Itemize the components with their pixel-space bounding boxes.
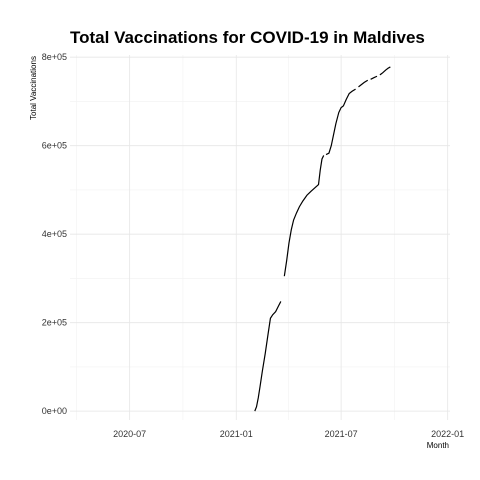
x-axis-ticks: 2020-07 2021-01 2021-07 2022-01: [113, 429, 464, 439]
series-line-segment: [325, 88, 356, 156]
x-tick-label: 2020-07: [113, 429, 146, 439]
y-tick-label: 4e+05: [42, 229, 67, 239]
y-axis-ticks: 0e+00 2e+05 4e+05 6e+05 8e+05: [42, 52, 67, 416]
x-tick-label: 2021-07: [325, 429, 358, 439]
minor-grid: [70, 55, 450, 420]
series-line-segment: [370, 75, 378, 80]
series-line-segment: [358, 79, 369, 88]
chart-title: Total Vaccinations for COVID-19 in Maldi…: [70, 28, 425, 47]
x-axis-label: Month: [427, 441, 449, 450]
series-line-segment: [283, 155, 325, 277]
y-tick-label: 0e+00: [42, 406, 67, 416]
y-tick-label: 2e+05: [42, 318, 67, 328]
series-line-segment: [254, 301, 282, 412]
major-grid: [70, 55, 450, 420]
series-line-segment: [379, 66, 391, 76]
series-group: [254, 66, 391, 412]
x-tick-label: 2021-01: [220, 429, 253, 439]
x-tick-label: 2022-01: [431, 429, 464, 439]
y-tick-label: 6e+05: [42, 141, 67, 151]
y-axis-label: Total Vaccinations: [29, 56, 38, 120]
y-tick-label: 8e+05: [42, 52, 67, 62]
